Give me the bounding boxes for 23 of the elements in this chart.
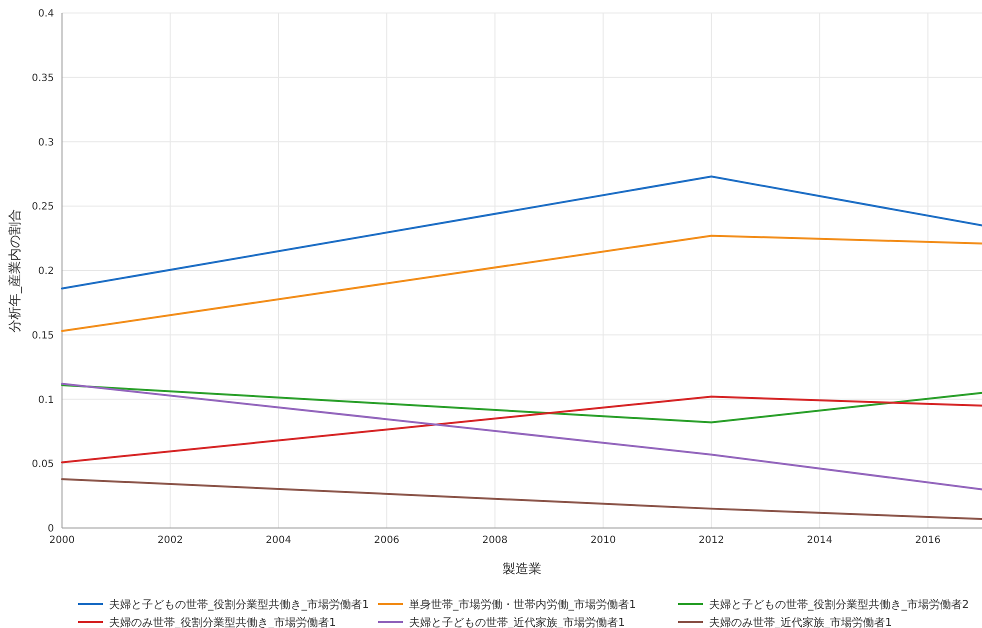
y-axis-title: 分析年_産業内の割合 (7, 208, 23, 332)
y-tick-label: 0.35 (32, 72, 54, 84)
x-tick-label: 2012 (698, 535, 724, 546)
x-tick-label: 2008 (482, 535, 508, 546)
x-tick-label: 2014 (806, 535, 832, 546)
y-tick-label: 0.25 (32, 202, 54, 213)
y-tick-label: 0.4 (38, 8, 54, 20)
x-tick-label: 2006 (374, 535, 400, 546)
x-tick-label: 2002 (158, 535, 183, 546)
x-tick-label: 2016 (915, 535, 941, 546)
x-tick-label: 2010 (590, 535, 616, 546)
legend-label: 夫婦と子どもの世帯_役割分業型共働き_市場労働者2 (709, 598, 969, 611)
y-tick-label: 0.3 (38, 137, 54, 148)
x-tick-label: 2000 (49, 535, 75, 546)
y-tick-label: 0.05 (32, 459, 54, 470)
x-axis-title: 製造業 (502, 562, 542, 577)
y-tick-label: 0 (48, 524, 54, 534)
x-tick-label: 2004 (266, 535, 292, 546)
y-tick-label: 0.15 (32, 330, 54, 342)
legend-label: 単身世帯_市場労働・世帯内労働_市場労働者1 (409, 598, 636, 611)
legend-label: 夫婦と子どもの世帯_役割分業型共働き_市場労働者1 (109, 598, 369, 611)
y-tick-label: 0.2 (38, 266, 54, 277)
y-tick-label: 0.1 (38, 394, 54, 406)
